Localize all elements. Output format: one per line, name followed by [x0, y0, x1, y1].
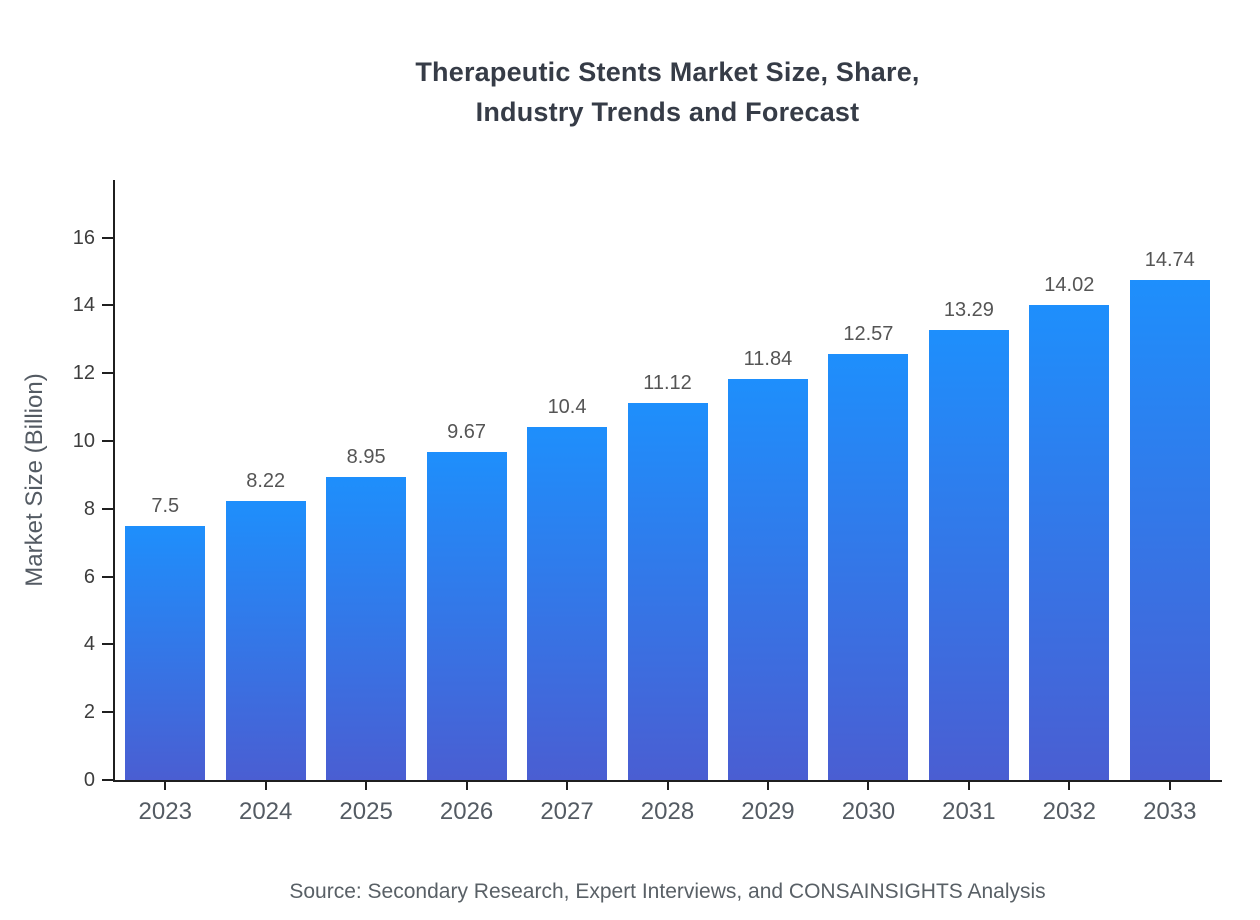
y-tick-mark [102, 440, 113, 443]
y-axis-line [113, 180, 115, 782]
x-tick-mark [164, 782, 167, 790]
plot-area: 0 2 4 6 8 10 12 14 16 7.5 2023 8.22 2024 8.95 2025 9.67… [73, 180, 1222, 825]
y-axis-title: Market Size (Billion) [21, 373, 48, 587]
x-tick-mark [1068, 782, 1071, 790]
y-tick-mark [102, 779, 113, 781]
x-tick-label: 2025 [339, 798, 393, 825]
x-tick-mark [365, 782, 368, 790]
x-tick-label: 2024 [238, 798, 293, 825]
bar [527, 427, 608, 780]
chart-title-line2: Industry Trends and Forecast [475, 97, 860, 127]
y-tick-mark [102, 304, 113, 307]
y-tick-mark [102, 575, 113, 578]
bar-value-label: 11.12 [643, 372, 692, 395]
bar [225, 501, 306, 780]
y-tick-mark [102, 507, 113, 510]
x-tick-label: 2026 [439, 798, 494, 825]
y-tick-label: 2 [83, 701, 95, 724]
x-tick-label: 2029 [741, 798, 795, 825]
y-tick-label: 8 [83, 497, 95, 520]
chart-title: Therapeutic Stents Market Size, Share, I… [115, 52, 1220, 132]
bar-value-label: 11.84 [743, 347, 793, 370]
bar [326, 476, 407, 780]
bar [627, 403, 708, 780]
x-tick-mark [1168, 782, 1171, 790]
chart-title-line1: Therapeutic Stents Market Size, Share, [415, 57, 920, 87]
y-tick-label: 16 [72, 226, 95, 249]
x-tick-label: 2031 [942, 798, 996, 825]
bar-value-label: 13.29 [943, 298, 994, 321]
y-tick-label: 14 [72, 294, 95, 317]
bar-value-label: 10.4 [547, 396, 587, 419]
y-tick-mark [102, 236, 113, 239]
x-tick-label: 2028 [640, 798, 695, 825]
x-tick-label: 2033 [1143, 798, 1197, 825]
y-tick-label: 0 [83, 769, 95, 791]
bar-value-label: 7.5 [151, 494, 180, 517]
x-tick-mark [867, 782, 870, 790]
x-tick-mark [666, 782, 669, 790]
bar [928, 329, 1009, 780]
bar [125, 525, 206, 780]
y-tick-mark [102, 711, 113, 714]
y-axis-title-wrap: Market Size (Billion) [10, 180, 60, 780]
bar-value-label: 8.22 [246, 470, 286, 493]
bar-value-label: 14.74 [1144, 249, 1195, 272]
bar [1129, 280, 1210, 780]
x-tick-mark [766, 782, 769, 790]
x-tick-mark [264, 782, 267, 790]
x-tick-label: 2030 [841, 798, 896, 825]
x-tick-mark [967, 782, 970, 790]
y-tick-label: 12 [72, 362, 95, 385]
x-tick-label: 2023 [138, 798, 192, 825]
x-tick-mark [566, 782, 569, 790]
x-tick-label: 2032 [1042, 798, 1096, 825]
bar [828, 353, 909, 780]
bar [727, 378, 808, 780]
x-axis-line [113, 780, 1222, 782]
source-text: Source: Secondary Research, Expert Inter… [289, 880, 1046, 903]
y-tick-label: 4 [83, 633, 95, 656]
bar-value-label: 8.95 [346, 445, 386, 468]
bar [426, 452, 507, 780]
bar [1029, 304, 1110, 780]
y-tick-mark [102, 372, 113, 375]
bar-value-label: 9.67 [447, 421, 487, 444]
y-tick-label: 6 [83, 565, 95, 588]
x-tick-mark [465, 782, 468, 790]
y-tick-mark [102, 643, 113, 646]
bar-value-label: 14.02 [1044, 273, 1095, 296]
bar-value-label: 12.57 [843, 322, 894, 345]
y-tick-label: 10 [72, 430, 95, 453]
x-tick-label: 2027 [540, 798, 594, 825]
